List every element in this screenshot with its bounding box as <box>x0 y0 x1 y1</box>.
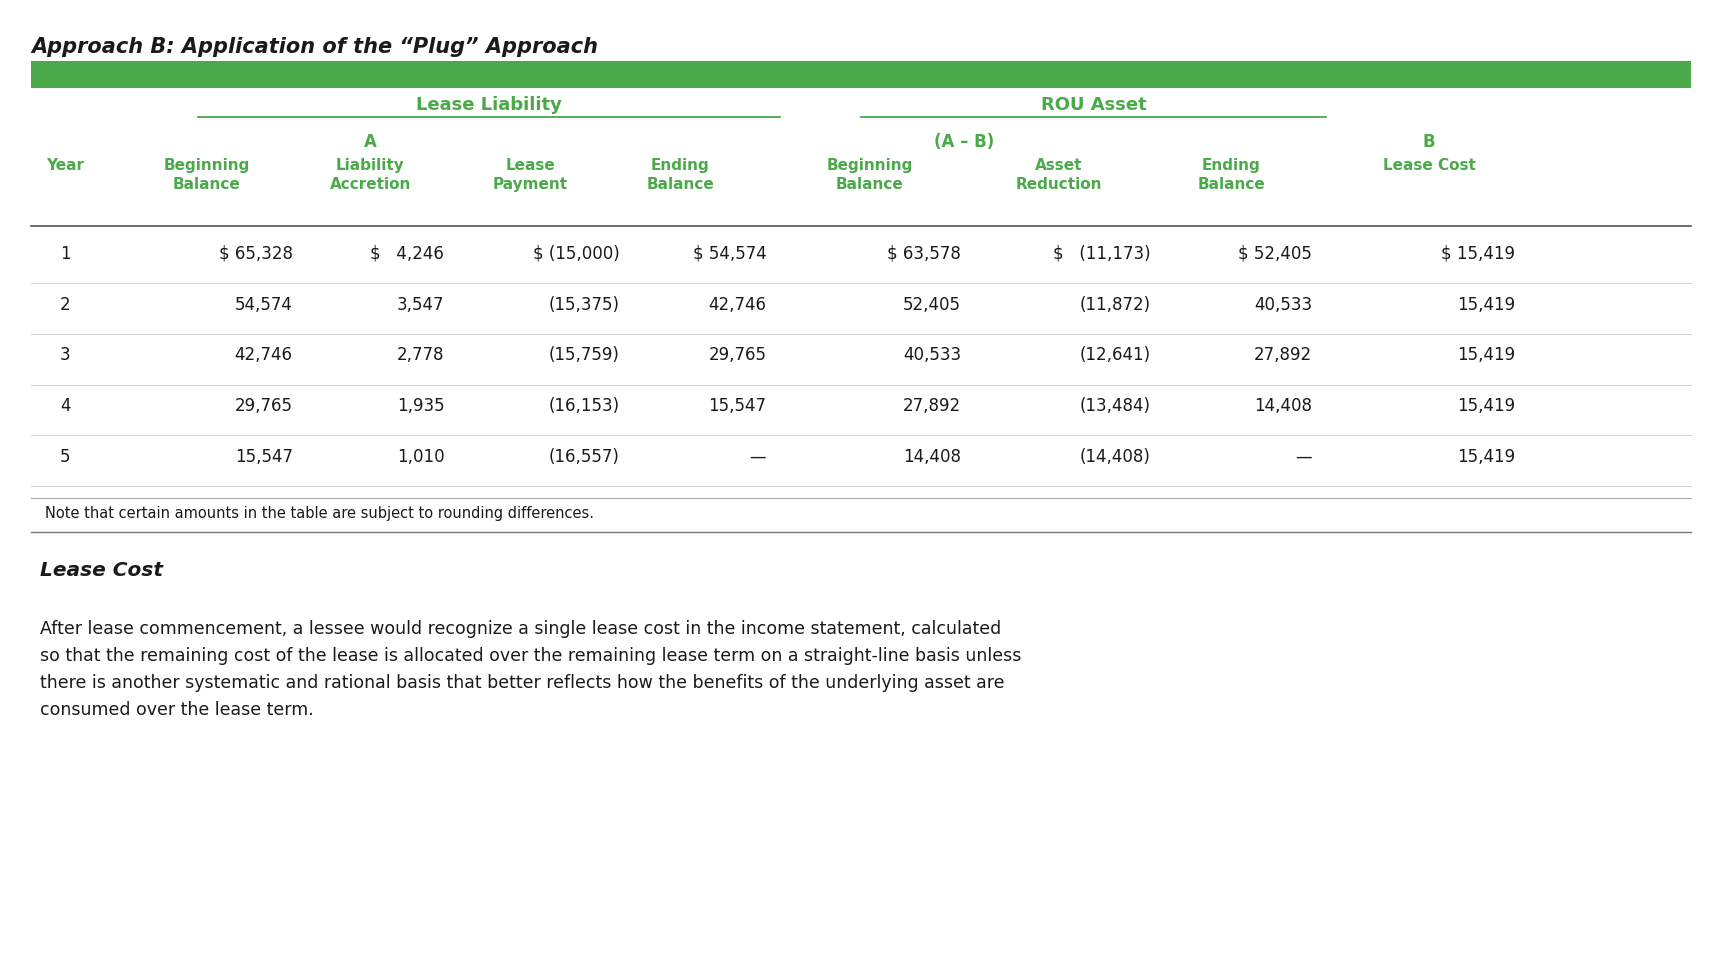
Text: $   4,246: $ 4,246 <box>370 245 444 263</box>
Text: Asset
Reduction: Asset Reduction <box>1016 158 1102 191</box>
Text: $   (11,173): $ (11,173) <box>1052 245 1150 263</box>
Text: 1: 1 <box>60 245 71 263</box>
Text: Year: Year <box>46 158 84 173</box>
Text: (15,759): (15,759) <box>549 346 620 364</box>
Text: Lease
Payment: Lease Payment <box>492 158 568 191</box>
Text: (A – B): (A – B) <box>935 134 994 151</box>
Text: 2: 2 <box>60 296 71 313</box>
Text: $ 15,419: $ 15,419 <box>1441 245 1515 263</box>
Text: Liability
Accretion: Liability Accretion <box>329 158 412 191</box>
Text: 2,778: 2,778 <box>396 346 444 364</box>
Text: (15,375): (15,375) <box>549 296 620 313</box>
Text: 1,010: 1,010 <box>396 448 444 466</box>
Text: Approach B: Application of the “Plug” Approach: Approach B: Application of the “Plug” Ap… <box>31 37 598 57</box>
Text: (14,408): (14,408) <box>1080 448 1150 466</box>
Text: 42,746: 42,746 <box>708 296 766 313</box>
Text: $ 65,328: $ 65,328 <box>219 245 293 263</box>
Text: 15,419: 15,419 <box>1457 397 1515 415</box>
Text: 27,892: 27,892 <box>902 397 961 415</box>
Text: 3,547: 3,547 <box>396 296 444 313</box>
Text: 14,408: 14,408 <box>1254 397 1312 415</box>
Text: 52,405: 52,405 <box>902 296 961 313</box>
Text: Note that certain amounts in the table are subject to rounding differences.: Note that certain amounts in the table a… <box>45 506 594 520</box>
Text: B: B <box>1422 134 1436 151</box>
Text: $ 52,405: $ 52,405 <box>1238 245 1312 263</box>
Text: 15,419: 15,419 <box>1457 296 1515 313</box>
Text: Beginning
Balance: Beginning Balance <box>164 158 250 191</box>
Text: (11,872): (11,872) <box>1080 296 1150 313</box>
Text: (16,153): (16,153) <box>549 397 620 415</box>
Text: 5: 5 <box>60 448 71 466</box>
Text: 29,765: 29,765 <box>708 346 766 364</box>
Text: 40,533: 40,533 <box>1254 296 1312 313</box>
Text: $ 63,578: $ 63,578 <box>887 245 961 263</box>
Text: (13,484): (13,484) <box>1080 397 1150 415</box>
Text: 29,765: 29,765 <box>234 397 293 415</box>
Text: $ 54,574: $ 54,574 <box>692 245 766 263</box>
Text: $ (15,000): $ (15,000) <box>534 245 620 263</box>
Text: 1,935: 1,935 <box>396 397 444 415</box>
Text: 4: 4 <box>60 397 71 415</box>
Text: 54,574: 54,574 <box>234 296 293 313</box>
Text: Ending
Balance: Ending Balance <box>646 158 715 191</box>
Text: 15,547: 15,547 <box>234 448 293 466</box>
Text: A: A <box>363 134 377 151</box>
Text: 27,892: 27,892 <box>1254 346 1312 364</box>
Text: —: — <box>1295 448 1312 466</box>
Text: After lease commencement, a lessee would recognize a single lease cost in the in: After lease commencement, a lessee would… <box>40 620 1021 719</box>
Text: 3: 3 <box>60 346 71 364</box>
Text: 15,547: 15,547 <box>708 397 766 415</box>
Text: Beginning
Balance: Beginning Balance <box>827 158 913 191</box>
Text: 14,408: 14,408 <box>902 448 961 466</box>
Text: 15,419: 15,419 <box>1457 346 1515 364</box>
Text: 40,533: 40,533 <box>902 346 961 364</box>
Text: Ending
Balance: Ending Balance <box>1197 158 1266 191</box>
Text: Lease Cost: Lease Cost <box>40 561 162 580</box>
Text: 42,746: 42,746 <box>234 346 293 364</box>
Text: Lease Liability: Lease Liability <box>417 97 561 114</box>
Text: Lease Cost: Lease Cost <box>1383 158 1476 173</box>
Text: (12,641): (12,641) <box>1080 346 1150 364</box>
Text: ROU Asset: ROU Asset <box>1040 97 1147 114</box>
Text: (16,557): (16,557) <box>549 448 620 466</box>
Text: 15,419: 15,419 <box>1457 448 1515 466</box>
Text: —: — <box>749 448 766 466</box>
